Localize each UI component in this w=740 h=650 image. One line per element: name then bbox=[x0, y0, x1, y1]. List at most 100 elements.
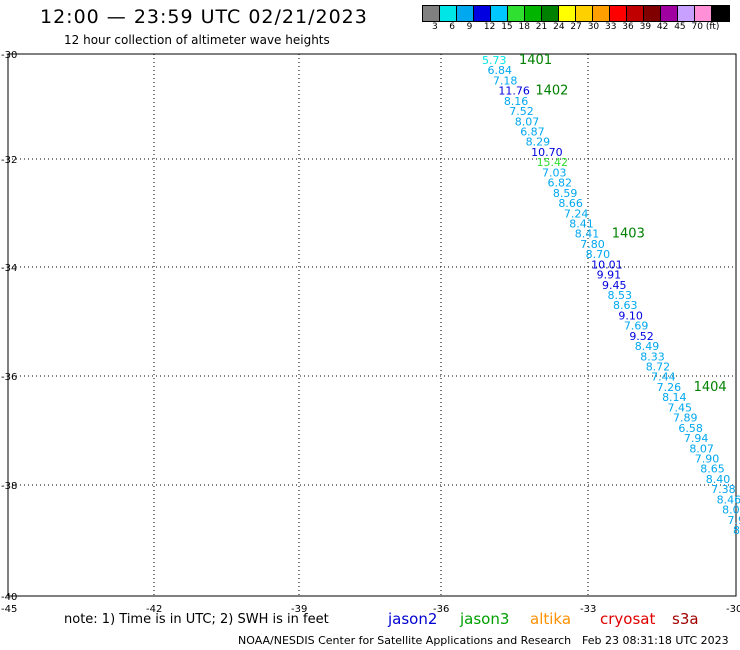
colorbar-label: 42 bbox=[656, 22, 669, 32]
satellite-legend-s3a: s3a bbox=[672, 610, 699, 628]
colorbar-label: 33 bbox=[605, 22, 617, 32]
legend-note: note: 1) Time is in UTC; 2) SWH is in fe… bbox=[64, 612, 329, 627]
colorbar-label: 12 bbox=[483, 22, 496, 32]
colorbar-swatch bbox=[474, 6, 491, 21]
colorbar-swatch bbox=[525, 6, 542, 21]
footer-source: NOAA/NESDIS Center for Satellite Applica… bbox=[238, 634, 572, 647]
wave-height-label: 6.82 bbox=[547, 177, 572, 190]
wave-height-label: 8.70 bbox=[586, 248, 611, 261]
latitude-tick-label: -36 bbox=[1, 372, 17, 383]
colorbar-label: 39 bbox=[639, 22, 652, 32]
colorbar-label: 24 bbox=[553, 22, 565, 32]
wave-height-label: 11.76 bbox=[498, 85, 530, 98]
colorbar-label: 6 bbox=[449, 22, 456, 32]
longitude-tick-label: -39 bbox=[291, 604, 307, 615]
footer-timestamp: Feb 23 08:31:18 UTC 2023 bbox=[582, 634, 729, 647]
colorbar-swatch bbox=[712, 6, 729, 21]
colorbar-swatch bbox=[644, 6, 661, 21]
colorbar-label: 9 bbox=[466, 22, 473, 32]
colorbar-label: 21 bbox=[535, 22, 548, 32]
wave-height-label: 7.69 bbox=[624, 320, 649, 333]
colorbar-swatch bbox=[491, 6, 508, 21]
wave-height-label: 6.58 bbox=[678, 422, 703, 435]
colorbar-swatch bbox=[627, 6, 644, 21]
wave-height-label: 7.44 bbox=[651, 371, 676, 384]
wave-height-label: 8.07 bbox=[689, 442, 714, 455]
colorbar-label: 15 bbox=[501, 22, 513, 32]
map-subtitle: 12 hour collection of altimeter wave hei… bbox=[64, 33, 330, 47]
wave-height-label: 7.89 bbox=[673, 412, 698, 425]
wave-height-label: 7.03 bbox=[542, 166, 567, 179]
wave-height-label: 7.90 bbox=[695, 452, 720, 465]
colorbar-label: 18 bbox=[518, 22, 530, 32]
wave-height-label: 6.84 bbox=[487, 64, 512, 77]
wave-height-label: 10.70 bbox=[531, 146, 563, 159]
longitude-tick-label: -33 bbox=[580, 604, 596, 615]
wave-height-label: 7.9 bbox=[728, 514, 740, 527]
wave-height-label: 8.66 bbox=[558, 197, 583, 210]
colorbar-label: 70 (ft) bbox=[691, 22, 720, 32]
wave-height-label: 7.52 bbox=[509, 105, 533, 118]
colorbar-swatch bbox=[508, 6, 525, 21]
wave-height-label: 8 bbox=[733, 524, 740, 537]
satellite-legend-cryosat: cryosat bbox=[600, 610, 656, 628]
latitude-tick-label: -32 bbox=[1, 155, 17, 166]
wave-height-label: 9.52 bbox=[629, 330, 654, 343]
colorbar-swatch bbox=[559, 6, 576, 21]
pass-time-label: 1404 bbox=[694, 380, 727, 395]
pass-time-label: 1403 bbox=[612, 227, 645, 242]
colorbar-swatch bbox=[610, 6, 627, 21]
satellite-legend-jason3: jason3 bbox=[460, 610, 510, 628]
map-frame bbox=[7, 53, 737, 597]
colorbar-swatch bbox=[661, 6, 678, 21]
wave-height-label: 8.65 bbox=[700, 463, 725, 476]
wave-height-label: 7.18 bbox=[493, 74, 518, 87]
wave-height-label: 8.59 bbox=[553, 187, 578, 200]
wave-height-label: 9.10 bbox=[618, 309, 643, 322]
wave-height-label: 8.16 bbox=[504, 95, 528, 108]
wave-height-label: 8.33 bbox=[640, 350, 665, 363]
wave-height-label: 8.14 bbox=[662, 391, 687, 404]
colorbar-swatch bbox=[695, 6, 712, 21]
colorbar-label: 45 bbox=[674, 22, 686, 32]
wave-height-label: 7.80 bbox=[580, 238, 605, 251]
satellite-legend-altika: altika bbox=[530, 610, 572, 628]
wave-height-label: 8.40 bbox=[706, 473, 731, 486]
wave-height-label: 7.45 bbox=[668, 401, 693, 414]
wave-height-label: 10.01 bbox=[591, 258, 623, 271]
wave-height-label: 9.45 bbox=[602, 279, 627, 292]
wave-height-label: 7.38 bbox=[711, 483, 736, 496]
latitude-tick-label: -30 bbox=[1, 50, 17, 61]
satellite-legend-jason2: jason2 bbox=[388, 610, 438, 628]
longitude-tick-label: -36 bbox=[433, 604, 449, 615]
wave-height-label: 9.91 bbox=[597, 269, 622, 282]
colorbar-label: 3 bbox=[432, 22, 438, 32]
colorbar-swatch bbox=[440, 6, 457, 21]
wave-height-label: 8.41 bbox=[569, 217, 594, 230]
wave-height-label: 8.29 bbox=[526, 136, 551, 149]
wave-height-label: 8.41 bbox=[575, 228, 600, 241]
colorbar-swatch bbox=[678, 6, 695, 21]
wave-height-colorbar bbox=[422, 5, 730, 22]
wave-height-label: 8.63 bbox=[613, 299, 638, 312]
wave-height-label: 5.73 bbox=[482, 54, 507, 67]
map-title: 12:00 — 23:59 UTC 02/21/2023 bbox=[40, 6, 368, 28]
colorbar-swatch bbox=[423, 6, 440, 21]
wave-height-label: 15.42 bbox=[537, 156, 569, 169]
latitude-tick-label: -38 bbox=[1, 481, 17, 492]
longitude-tick-label: -30 bbox=[726, 604, 740, 615]
latitude-tick-label: -40 bbox=[1, 592, 17, 603]
wave-height-label: 8.49 bbox=[635, 340, 660, 353]
colorbar-swatch bbox=[576, 6, 593, 21]
latitude-tick-label: -34 bbox=[1, 263, 17, 274]
wave-height-label: 8.07 bbox=[515, 115, 540, 128]
longitude-tick-label: -45 bbox=[1, 604, 17, 615]
wave-height-label: 7.26 bbox=[657, 381, 682, 394]
colorbar-label: 36 bbox=[622, 22, 634, 32]
longitude-tick-label: -42 bbox=[146, 604, 162, 615]
wave-height-label: 8.53 bbox=[608, 289, 633, 302]
pass-time-label: 1401 bbox=[519, 53, 552, 68]
wave-height-label: 6.87 bbox=[520, 126, 545, 139]
